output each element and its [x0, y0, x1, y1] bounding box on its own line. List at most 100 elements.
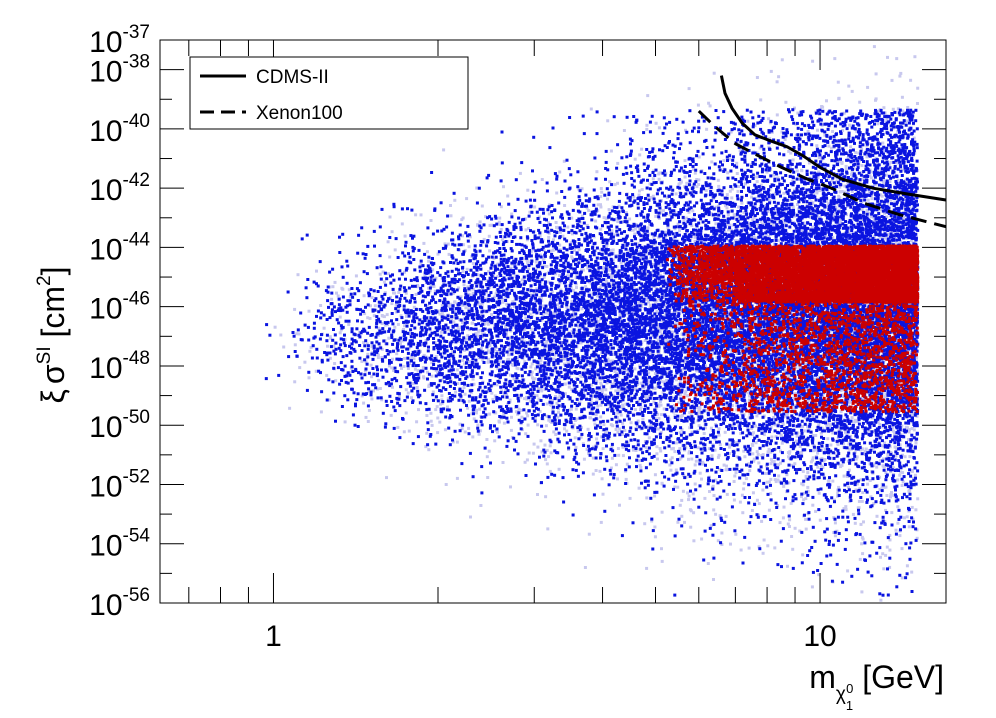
- scatter-point-light: [769, 69, 773, 73]
- scatter-point-light: [518, 171, 522, 175]
- scatter-point-light: [880, 487, 883, 491]
- scatter-point-light: [538, 234, 542, 238]
- scatter-point-light: [774, 480, 778, 484]
- scatter-point-light: [811, 449, 815, 453]
- scatter-point-light: [552, 430, 556, 434]
- scatter-point-light: [610, 382, 614, 386]
- scatter-point-light: [786, 522, 790, 526]
- scatter-point-light: [335, 291, 338, 295]
- scatter-point-light: [403, 234, 407, 238]
- scatter-point-light: [814, 434, 818, 437]
- scatter-point-light: [414, 213, 418, 217]
- scatter-point-light: [770, 460, 774, 464]
- scatter-point-light: [456, 325, 460, 329]
- scatter-point-light: [546, 527, 550, 531]
- scatter-point-light: [616, 415, 619, 419]
- scatter-point-light: [865, 155, 869, 159]
- scatter-point-light: [533, 416, 537, 420]
- scatter-point-light: [557, 410, 560, 414]
- scatter-point-light: [569, 407, 573, 411]
- scatter-point-light: [436, 431, 440, 435]
- scatter-point-light: [624, 374, 628, 378]
- scatter-point-light: [860, 208, 864, 212]
- scatter-point-light: [674, 468, 678, 472]
- scatter-point-light: [339, 328, 343, 332]
- scatter-point-light: [645, 127, 649, 131]
- scatter-point-light: [688, 411, 692, 415]
- scatter-point-light: [547, 365, 551, 369]
- scatter-point-light: [602, 423, 606, 427]
- scatter-point-light: [673, 227, 677, 231]
- scatter-point-light: [564, 356, 568, 360]
- scatter-point-light: [717, 427, 721, 431]
- scatter-point-light: [640, 269, 644, 273]
- scatter-point-light: [319, 304, 323, 307]
- scatter-point-light: [576, 430, 580, 433]
- scatter-point-light: [794, 404, 798, 408]
- scatter-point-light: [868, 479, 872, 482]
- scatter-point-light: [647, 380, 651, 384]
- scatter-point-light: [806, 489, 810, 493]
- scatter-point-light: [830, 301, 834, 305]
- scatter-point-light: [794, 439, 798, 443]
- scatter-point-light: [756, 224, 760, 227]
- scatter-point-light: [678, 503, 682, 507]
- scatter-point-light: [659, 403, 663, 407]
- scatter-point-light: [500, 238, 504, 242]
- scatter-point-light: [762, 433, 766, 437]
- scatter-point-light: [714, 512, 718, 516]
- scatter-point-light: [415, 420, 419, 424]
- scatter-point-light: [811, 59, 815, 63]
- scatter-point-light: [732, 382, 736, 386]
- scatter-point-light: [636, 290, 640, 294]
- scatter-point-light: [298, 366, 302, 370]
- scatter-point-light: [700, 412, 703, 416]
- scatter-point-light: [621, 454, 625, 458]
- scatter-point-light: [727, 157, 731, 161]
- scatter-point-light: [769, 222, 773, 226]
- scatter-point-light: [485, 438, 489, 441]
- scatter-point-light: [755, 175, 759, 179]
- scatter-point-light: [371, 389, 375, 393]
- scatter-point-light: [319, 410, 323, 414]
- scatter-point-light: [823, 133, 827, 137]
- scatter-point-light: [787, 481, 791, 485]
- scatter-point-light: [850, 89, 854, 93]
- scatter-point-light: [574, 445, 578, 449]
- scatter-point-light: [909, 407, 913, 411]
- scatter-point-light: [907, 525, 911, 529]
- scatter-point-light: [431, 390, 435, 394]
- scatter-point-light: [449, 204, 452, 207]
- scatter-point-light: [782, 191, 786, 195]
- scatter-point-light: [765, 480, 769, 484]
- scatter-point-light: [536, 493, 539, 496]
- scatter-point-light: [891, 429, 895, 433]
- scatter-point-light: [395, 352, 399, 356]
- scatter-point-light: [900, 576, 904, 580]
- scatter-point-light: [570, 216, 574, 220]
- scatter-point-light: [637, 193, 641, 197]
- scatter-point-light: [801, 469, 805, 473]
- scatter-point-light: [429, 411, 433, 415]
- scatter-point-light: [831, 479, 835, 483]
- scatter-point-light: [474, 411, 478, 415]
- scatter-point-light: [755, 76, 759, 79]
- scatter-point-light: [839, 218, 843, 222]
- scatter-point-light: [600, 477, 604, 481]
- scatter-point-light: [816, 176, 820, 180]
- scatter-point-light: [580, 375, 584, 378]
- scatter-point-light: [800, 359, 803, 363]
- scatter-point-light: [680, 414, 684, 417]
- scatter-point-light: [789, 151, 793, 155]
- scatter-point-light: [882, 359, 886, 363]
- scatter-point-light: [816, 451, 820, 455]
- scatter-point-light: [896, 521, 900, 525]
- scatter-point-light: [573, 436, 577, 440]
- scatter-point-light: [725, 464, 728, 468]
- scatter-point-light: [701, 349, 705, 353]
- scatter-point-light: [716, 178, 720, 182]
- scatter-point-light: [475, 408, 479, 412]
- scatter-point-light: [773, 478, 777, 482]
- scatter-point-light: [770, 435, 774, 439]
- scatter-point-light: [435, 405, 439, 409]
